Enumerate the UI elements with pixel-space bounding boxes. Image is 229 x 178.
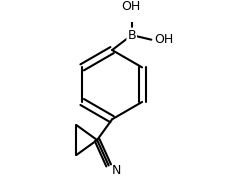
Text: OH: OH [154, 33, 173, 46]
Text: N: N [112, 164, 121, 177]
Text: OH: OH [120, 0, 140, 13]
Text: B: B [127, 29, 135, 42]
